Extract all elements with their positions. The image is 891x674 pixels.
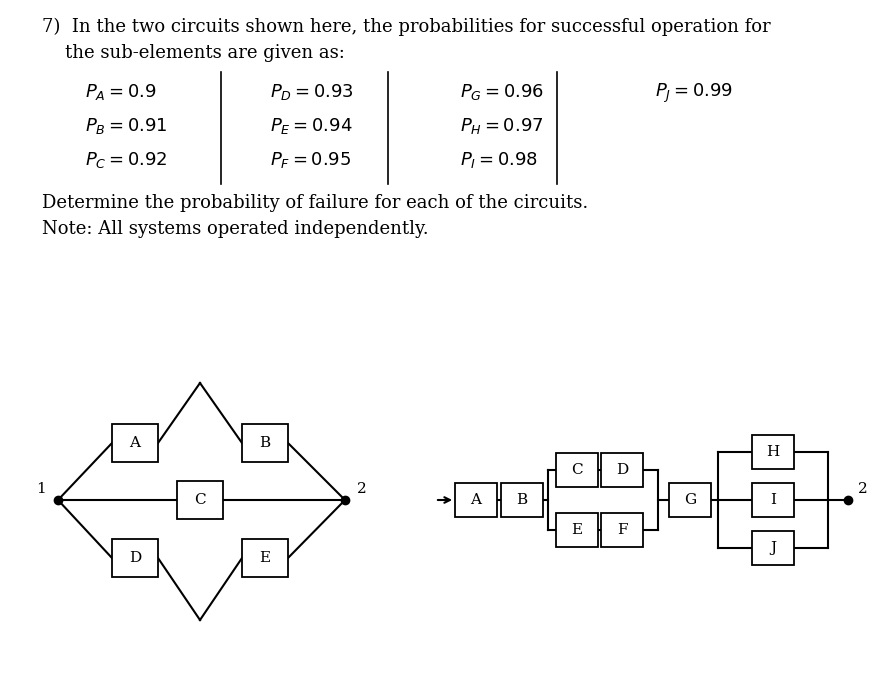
Bar	[601, 453, 643, 487]
Text: H: H	[766, 445, 780, 459]
Bar	[177, 481, 223, 519]
Text: E: E	[259, 551, 271, 565]
Bar	[669, 483, 711, 517]
Text: F: F	[617, 523, 627, 537]
Text: $P_E = 0.94$: $P_E = 0.94$	[270, 116, 353, 136]
Bar	[752, 531, 794, 565]
Text: 1: 1	[37, 482, 46, 496]
Text: A: A	[129, 436, 141, 450]
Bar	[601, 513, 643, 547]
Bar	[455, 483, 497, 517]
Text: G: G	[684, 493, 696, 507]
Text: B: B	[517, 493, 527, 507]
Text: $P_J = 0.99$: $P_J = 0.99$	[655, 82, 733, 105]
Bar	[556, 453, 598, 487]
Text: $P_D = 0.93$: $P_D = 0.93$	[270, 82, 354, 102]
Bar	[242, 424, 288, 462]
Text: $P_C = 0.92$: $P_C = 0.92$	[85, 150, 168, 170]
Text: 2: 2	[357, 482, 367, 496]
Text: 2: 2	[858, 482, 868, 496]
Bar	[752, 483, 794, 517]
Text: Note: All systems operated independently.: Note: All systems operated independently…	[42, 220, 429, 238]
Bar	[556, 513, 598, 547]
Bar	[752, 435, 794, 469]
Bar	[242, 539, 288, 577]
Bar	[112, 424, 158, 462]
Text: D: D	[616, 463, 628, 477]
Text: C: C	[194, 493, 206, 507]
Text: I: I	[770, 493, 776, 507]
Text: Determine the probability of failure for each of the circuits.: Determine the probability of failure for…	[42, 194, 588, 212]
Text: B: B	[259, 436, 271, 450]
Bar	[501, 483, 543, 517]
Text: the sub-elements are given as:: the sub-elements are given as:	[42, 44, 345, 62]
Text: 7)  In the two circuits shown here, the probabilities for successful operation f: 7) In the two circuits shown here, the p…	[42, 18, 771, 36]
Text: $P_I = 0.98$: $P_I = 0.98$	[460, 150, 538, 170]
Text: J: J	[770, 541, 776, 555]
Text: $P_F = 0.95$: $P_F = 0.95$	[270, 150, 351, 170]
Text: D: D	[129, 551, 141, 565]
Bar	[112, 539, 158, 577]
Text: A: A	[470, 493, 481, 507]
Text: $P_H = 0.97$: $P_H = 0.97$	[460, 116, 544, 136]
Text: $P_G = 0.96$: $P_G = 0.96$	[460, 82, 544, 102]
Text: C: C	[571, 463, 583, 477]
Text: $P_B = 0.91$: $P_B = 0.91$	[85, 116, 168, 136]
Text: $P_A = 0.9$: $P_A = 0.9$	[85, 82, 157, 102]
Text: E: E	[571, 523, 583, 537]
